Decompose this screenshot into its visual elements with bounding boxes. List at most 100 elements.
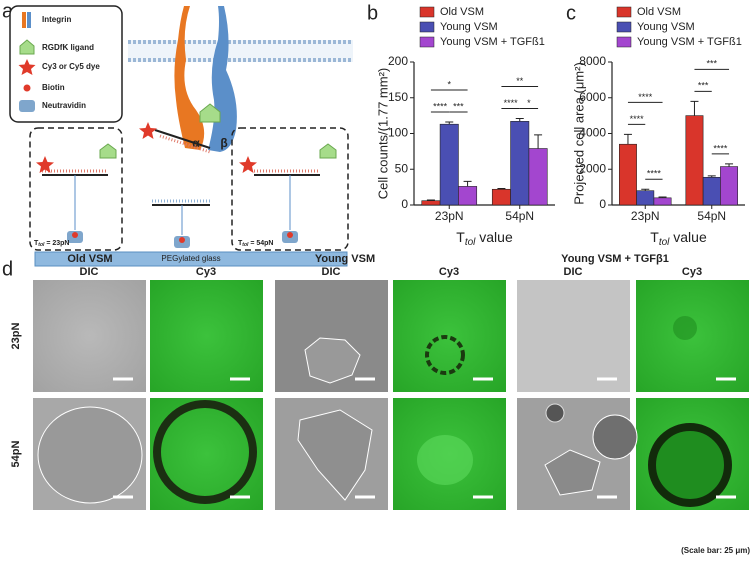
x-tick-label: 23pN: [435, 209, 464, 223]
error-bar: [707, 175, 716, 178]
column-label: DIC: [80, 266, 99, 278]
error-bar: [725, 163, 734, 167]
x-axis-label: Ttol value: [650, 229, 707, 248]
error-bar: [515, 117, 524, 122]
significance-label: ***: [698, 81, 709, 91]
x-axis-label: Ttol value: [456, 229, 513, 248]
legend-text: Integrin: [42, 15, 71, 24]
error-bar: [623, 133, 632, 145]
significance-label: ****: [647, 169, 662, 179]
significance-label: **: [516, 76, 524, 86]
legend-text: Neutravidin: [42, 101, 86, 110]
x-tick-label: 54pN: [505, 209, 534, 223]
legend-text: Biotin: [42, 83, 65, 92]
legend-label: Old VSM: [440, 6, 484, 18]
group-title: Old VSM: [67, 253, 112, 265]
panel-label: d: [2, 258, 13, 280]
legend-swatch: [419, 21, 435, 33]
tension-label: Ttol = 54pN: [238, 240, 274, 248]
y-tick-label: 8000: [579, 54, 606, 68]
x-axis-label-part: T: [456, 229, 465, 245]
scale-note: (Scale bar: 25 μm): [681, 546, 750, 555]
group-title: Young VSM: [315, 253, 375, 265]
error-bar: [658, 196, 667, 198]
column-label: DIC: [322, 266, 341, 278]
y-tick-label: 0: [599, 197, 606, 211]
panel-label: b: [367, 2, 378, 24]
bar: [636, 190, 655, 206]
y-tick-label: 200: [388, 54, 408, 68]
bar: [510, 121, 530, 206]
x-axis-label-part: value: [475, 229, 513, 245]
legend-label: Young VSM: [637, 21, 695, 33]
x-axis-label-part: tol: [659, 237, 670, 248]
bar: [685, 115, 704, 206]
error-bar: [426, 199, 435, 201]
significance-label: *: [527, 98, 531, 108]
y-tick-label: 6000: [579, 90, 606, 104]
legend-text: RGDfK ligand: [42, 43, 94, 52]
group-title: Young VSM + TGFβ1: [561, 253, 669, 265]
panel-label: c: [566, 2, 576, 24]
tension-label: Ttol = 23pN: [34, 240, 70, 248]
error-bar: [445, 121, 454, 125]
bar: [653, 197, 672, 206]
substrate-label: PEGylated glass: [161, 254, 220, 263]
beta-label: β: [220, 136, 227, 150]
substrate: [34, 251, 348, 267]
x-tick-label: 23pN: [631, 209, 660, 223]
legend-swatch: [419, 36, 435, 48]
legend-swatch: [616, 36, 632, 48]
column-label: Cy3: [439, 266, 459, 278]
bar: [491, 188, 511, 206]
significance-label: *: [447, 79, 451, 89]
bar: [421, 200, 441, 206]
legend-label: Young VSM: [440, 21, 498, 33]
bar: [702, 176, 721, 206]
error-bar: [463, 180, 472, 187]
significance-label: ***: [453, 101, 464, 111]
error-bar: [641, 188, 650, 191]
legend-label: Old VSM: [637, 6, 681, 18]
legend-text: Cy3 or Cy5 dye: [42, 62, 100, 71]
legend-label: Young VSM + TGFß1: [637, 36, 742, 48]
schematic: Integrin RGDfK ligand Cy3 or Cy5 dye Bio…: [9, 5, 353, 267]
error-bar: [497, 188, 506, 190]
bar: [528, 148, 548, 206]
bar: [619, 143, 637, 206]
y-tick-label: 4000: [579, 126, 606, 140]
row-label: 54pN: [10, 440, 22, 467]
y-axis-label: Projected cell area (μm²): [571, 62, 586, 205]
bar: [458, 186, 478, 206]
legend-swatch: [616, 21, 632, 33]
membrane: [128, 40, 353, 62]
legend-label: Young VSM + TGFß1: [440, 36, 545, 48]
error-bar: [534, 134, 543, 149]
bar: [720, 166, 738, 206]
significance-label: ****: [713, 143, 728, 153]
y-tick-label: 0: [401, 197, 408, 211]
y-tick-label: 50: [395, 161, 409, 175]
significance-label: ****: [630, 114, 645, 124]
error-bar: [690, 100, 699, 116]
legend-icons: [18, 12, 36, 112]
column-label: Cy3: [682, 266, 702, 278]
micrographs: (Scale bar: 25 μm): [33, 280, 750, 555]
significance-label: ****: [638, 92, 653, 102]
y-tick-label: 150: [388, 90, 408, 104]
y-tick-label: 100: [388, 126, 408, 140]
x-axis-label-part: T: [650, 229, 659, 245]
y-tick-label: 2000: [579, 161, 606, 175]
bar: [439, 123, 459, 206]
row-label: 23pN: [10, 322, 22, 349]
significance-label: ****: [504, 98, 519, 108]
x-axis-label-part: tol: [465, 237, 476, 248]
legend-swatch: [616, 6, 632, 18]
legend-swatch: [419, 6, 435, 18]
significance-label: ***: [706, 59, 717, 69]
y-axis-label: Cell counts/(1.77 mm²): [375, 68, 390, 199]
legend-box: [9, 5, 123, 123]
x-axis-label-part: value: [669, 229, 707, 245]
column-label: DIC: [564, 266, 583, 278]
